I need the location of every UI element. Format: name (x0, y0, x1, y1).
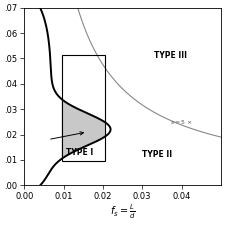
Text: $s = 5\times$: $s = 5\times$ (170, 118, 192, 126)
Polygon shape (62, 55, 105, 161)
Text: TYPE I: TYPE I (66, 148, 93, 157)
Text: TYPE III: TYPE III (154, 51, 187, 60)
Bar (62, 55, 105, 161)
Text: TYPE II: TYPE II (142, 150, 172, 159)
X-axis label: $f_s = \frac{L}{d}$: $f_s = \frac{L}{d}$ (110, 202, 135, 221)
